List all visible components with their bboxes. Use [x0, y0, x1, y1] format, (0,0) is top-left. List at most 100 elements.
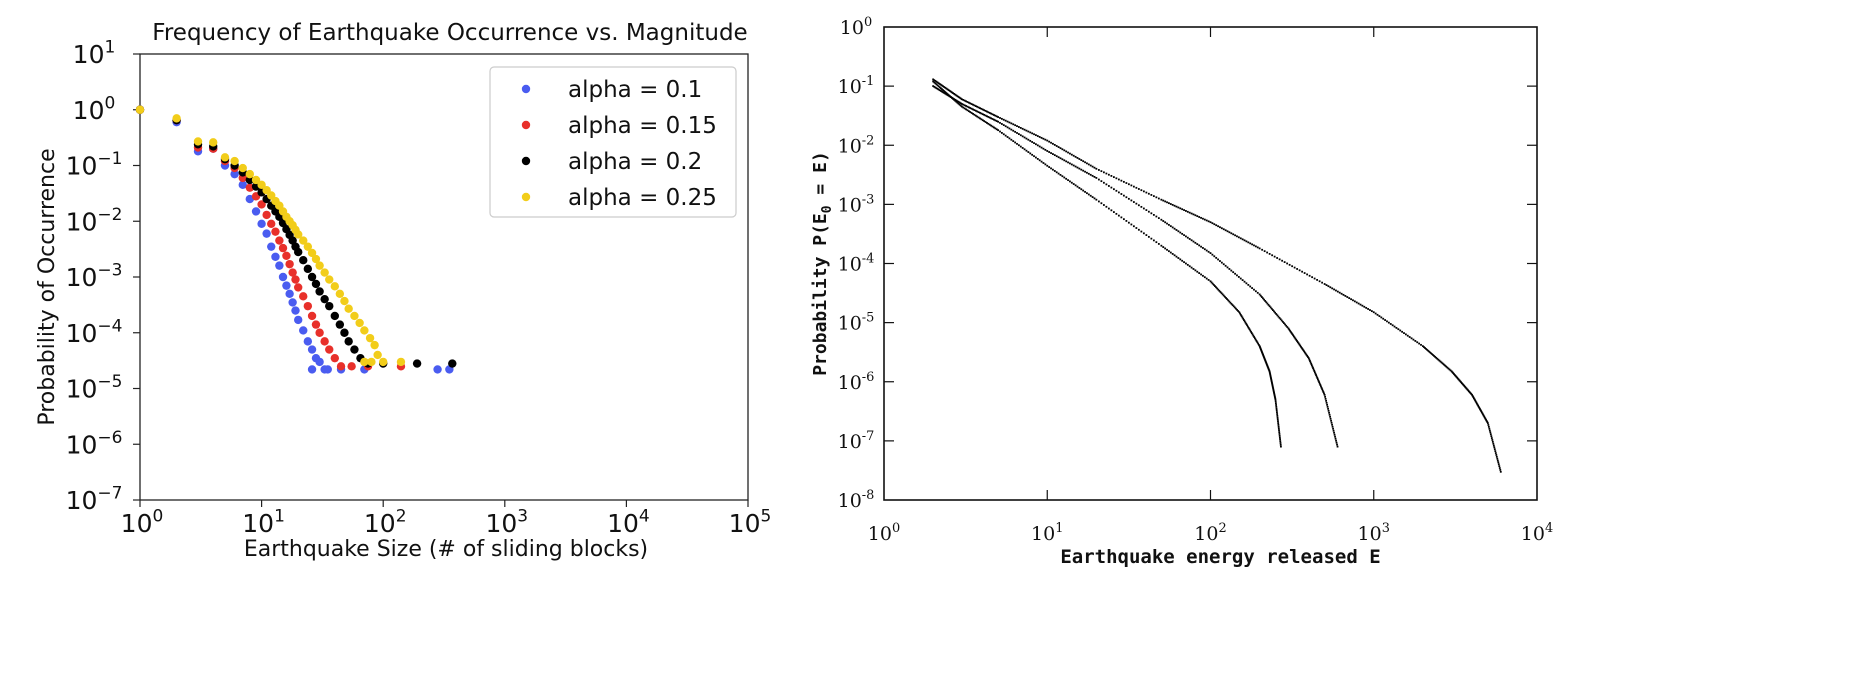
data-point — [1038, 145, 1041, 148]
data-point — [1317, 378, 1319, 381]
x-tick-label-base: 10 — [242, 509, 274, 538]
y-tick-label-base: 10 — [66, 375, 98, 404]
data-point — [245, 169, 255, 179]
data-point — [1110, 175, 1113, 177]
data-point — [1249, 242, 1252, 245]
data-point — [365, 333, 375, 343]
data-point — [1168, 223, 1170, 226]
data-point — [1289, 329, 1291, 332]
data-point — [1434, 355, 1436, 358]
y-tick-label: 100 — [73, 93, 116, 125]
data-point — [1190, 212, 1193, 215]
data-point — [1308, 274, 1311, 277]
data-point — [350, 345, 359, 354]
data-point — [1454, 374, 1457, 377]
data-point — [1224, 229, 1227, 232]
data-point — [1027, 130, 1030, 133]
data-point — [1395, 326, 1398, 329]
data-point — [936, 81, 939, 84]
data-point — [1486, 422, 1489, 424]
data-point — [1273, 310, 1275, 313]
y-tick-label-exp: −7 — [97, 484, 122, 504]
data-point — [1179, 231, 1182, 234]
data-point — [230, 169, 239, 179]
data-point — [1403, 332, 1405, 334]
data-point — [1278, 434, 1281, 437]
x-tick-label-base: 10 — [121, 509, 153, 538]
data-point — [936, 84, 939, 87]
data-point — [1254, 290, 1257, 293]
data-point — [1205, 219, 1208, 222]
data-point — [1067, 161, 1069, 164]
data-point — [1120, 193, 1123, 195]
data-point — [1053, 144, 1056, 146]
data-point — [1270, 379, 1273, 381]
data-point — [278, 218, 288, 228]
y-tick-label-exp: -3 — [862, 192, 875, 207]
data-point — [1263, 356, 1266, 359]
data-point — [979, 107, 981, 110]
data-point — [307, 365, 317, 374]
data-point — [979, 117, 981, 120]
data-point — [1270, 376, 1272, 379]
data-point — [1084, 161, 1086, 164]
data-point — [1278, 317, 1281, 319]
data-point — [1220, 292, 1223, 295]
legend-box — [489, 66, 737, 218]
data-point — [1321, 281, 1324, 284]
data-point — [1002, 133, 1005, 136]
data-point — [1361, 304, 1364, 307]
data-point — [1338, 291, 1341, 294]
data-point — [1436, 357, 1439, 360]
data-point — [320, 294, 329, 304]
data-point — [1069, 152, 1071, 155]
data-point — [1125, 220, 1128, 222]
y-tick-label-exp: 0 — [104, 93, 115, 113]
data-point — [1276, 257, 1279, 259]
data-point — [1091, 174, 1094, 177]
data-point — [1002, 118, 1005, 121]
data-point — [1430, 353, 1433, 355]
data-point — [1097, 200, 1100, 203]
data-point — [288, 268, 297, 277]
data-point — [1021, 135, 1024, 138]
data-point — [1185, 210, 1187, 212]
legend-label: alpha = 0.1 — [568, 77, 702, 103]
data-point — [340, 328, 349, 337]
data-point — [1017, 144, 1020, 147]
data-point — [1254, 338, 1257, 341]
data-point — [1439, 360, 1442, 363]
data-point — [1230, 269, 1233, 272]
data-point — [1224, 264, 1227, 267]
data-point — [1017, 126, 1020, 128]
data-point — [1279, 443, 1282, 446]
data-point — [1169, 225, 1172, 228]
data-point — [957, 102, 960, 105]
data-point — [1264, 358, 1266, 361]
data-point — [1166, 222, 1168, 225]
data-point — [1496, 459, 1499, 462]
data-point — [1448, 368, 1451, 371]
data-point — [966, 109, 969, 112]
y-tick-label-exp: −6 — [97, 428, 122, 448]
data-point — [980, 107, 983, 110]
data-point — [1044, 138, 1047, 141]
data-point — [1217, 225, 1219, 228]
x-tick-label: 100 — [868, 521, 900, 545]
data-point — [1252, 334, 1255, 337]
data-point — [1042, 162, 1045, 164]
data-point — [1196, 243, 1199, 246]
data-point — [412, 359, 422, 368]
data-point — [991, 113, 994, 116]
data-point — [939, 90, 942, 92]
data-point — [1203, 276, 1206, 279]
y-tick-label-base: 10 — [66, 207, 98, 236]
data-point — [1479, 408, 1481, 410]
data-point — [1275, 313, 1278, 315]
data-point — [1038, 136, 1041, 138]
series-0 — [932, 80, 1282, 448]
data-point — [1401, 330, 1404, 333]
data-point — [1458, 379, 1461, 382]
data-point — [1382, 317, 1385, 320]
data-point — [1072, 164, 1075, 167]
